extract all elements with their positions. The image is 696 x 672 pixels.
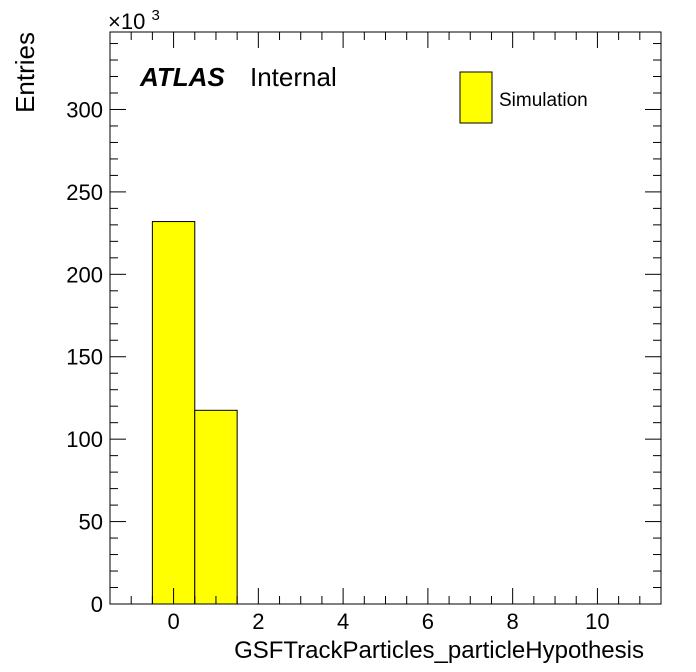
y-tick-label: 250 (66, 180, 103, 205)
y-tick-label: 100 (66, 427, 103, 452)
x-tick-label: 0 (167, 609, 179, 634)
axis-ticks (109, 32, 662, 605)
y-axis-multiplier-exponent: 3 (151, 7, 159, 24)
y-tick-label: 50 (79, 510, 103, 535)
y-axis-multiplier-base: ×10 (108, 9, 145, 34)
x-tick-label: 8 (507, 609, 519, 634)
legend-swatch-simulation (459, 71, 493, 124)
x-tick-label: 6 (422, 609, 434, 634)
x-axis-label: GSFTrackParticles_particleHypothesis (234, 637, 644, 664)
y-tick-label: 150 (66, 345, 103, 370)
atlas-internal-label: Internal (250, 62, 337, 92)
atlas-label: ATLAS (139, 62, 225, 92)
y-axis-label: Entries (10, 32, 40, 113)
y-tick-label: 200 (66, 262, 103, 287)
y-tick-label: 0 (91, 592, 103, 617)
y-axis-multiplier: ×10 3 (108, 7, 160, 34)
y-tick-label: 300 (66, 97, 103, 122)
x-tick-label: 10 (585, 609, 609, 634)
legend-label-simulation: Simulation (499, 90, 588, 111)
histogram-bin-0 (151, 221, 196, 605)
x-tick-label: 2 (252, 609, 264, 634)
histogram-bins (151, 221, 238, 605)
legend: Simulation (459, 71, 588, 124)
histogram-bin-1 (194, 409, 238, 605)
x-tick-label: 4 (337, 609, 349, 634)
